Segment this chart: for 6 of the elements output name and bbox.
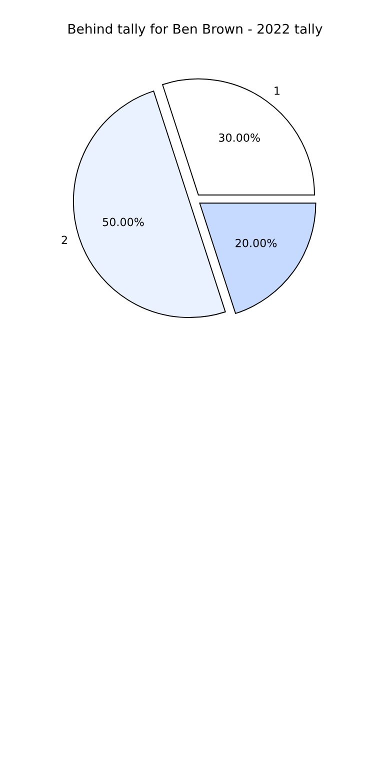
slice-label: 2 [62, 236, 67, 244]
data-label: 50.00% [102, 218, 144, 226]
data-label: 30.00% [219, 133, 260, 142]
slice-label: 1 [274, 86, 280, 95]
data-label: 20.00% [236, 238, 277, 248]
chart-title: Behind tally for Ben Brown - 2022 tally [68, 24, 322, 36]
